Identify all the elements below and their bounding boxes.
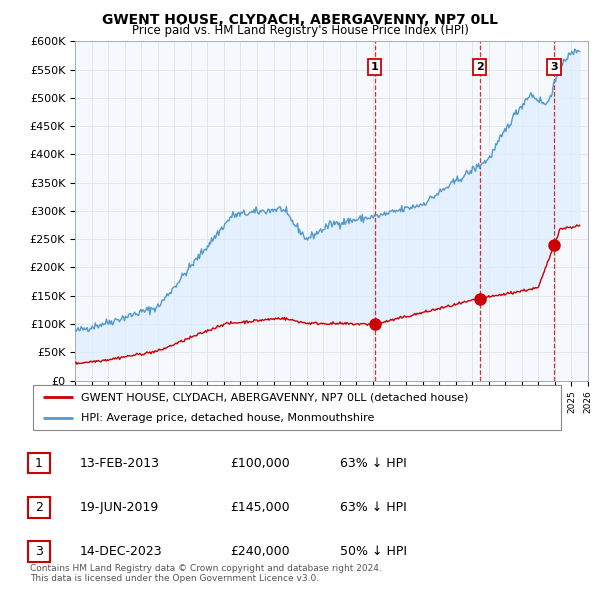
Text: 3: 3 [35, 545, 43, 558]
Bar [28, 453, 50, 473]
Text: 50% ↓ HPI: 50% ↓ HPI [340, 545, 407, 558]
Text: 14-DEC-2023: 14-DEC-2023 [80, 545, 163, 558]
Text: £100,000: £100,000 [230, 457, 290, 470]
Bar [28, 541, 50, 562]
Text: 2: 2 [35, 501, 43, 514]
Text: HPI: Average price, detached house, Monmouthshire: HPI: Average price, detached house, Monm… [80, 412, 374, 422]
FancyBboxPatch shape [33, 385, 561, 430]
Text: GWENT HOUSE, CLYDACH, ABERGAVENNY, NP7 0LL (detached house): GWENT HOUSE, CLYDACH, ABERGAVENNY, NP7 0… [80, 392, 468, 402]
Text: GWENT HOUSE, CLYDACH, ABERGAVENNY, NP7 0LL: GWENT HOUSE, CLYDACH, ABERGAVENNY, NP7 0… [102, 13, 498, 27]
Text: £145,000: £145,000 [230, 501, 290, 514]
Text: £240,000: £240,000 [230, 545, 290, 558]
Text: Price paid vs. HM Land Registry's House Price Index (HPI): Price paid vs. HM Land Registry's House … [131, 24, 469, 37]
Text: 63% ↓ HPI: 63% ↓ HPI [340, 501, 407, 514]
Text: 13-FEB-2013: 13-FEB-2013 [80, 457, 160, 470]
Text: 3: 3 [550, 62, 558, 72]
Text: Contains HM Land Registry data © Crown copyright and database right 2024.
This d: Contains HM Land Registry data © Crown c… [30, 563, 382, 583]
Text: 2: 2 [476, 62, 484, 72]
Bar [28, 497, 50, 517]
Text: 1: 1 [371, 62, 379, 72]
Text: 63% ↓ HPI: 63% ↓ HPI [340, 457, 407, 470]
Text: 19-JUN-2019: 19-JUN-2019 [80, 501, 159, 514]
Text: 1: 1 [35, 457, 43, 470]
